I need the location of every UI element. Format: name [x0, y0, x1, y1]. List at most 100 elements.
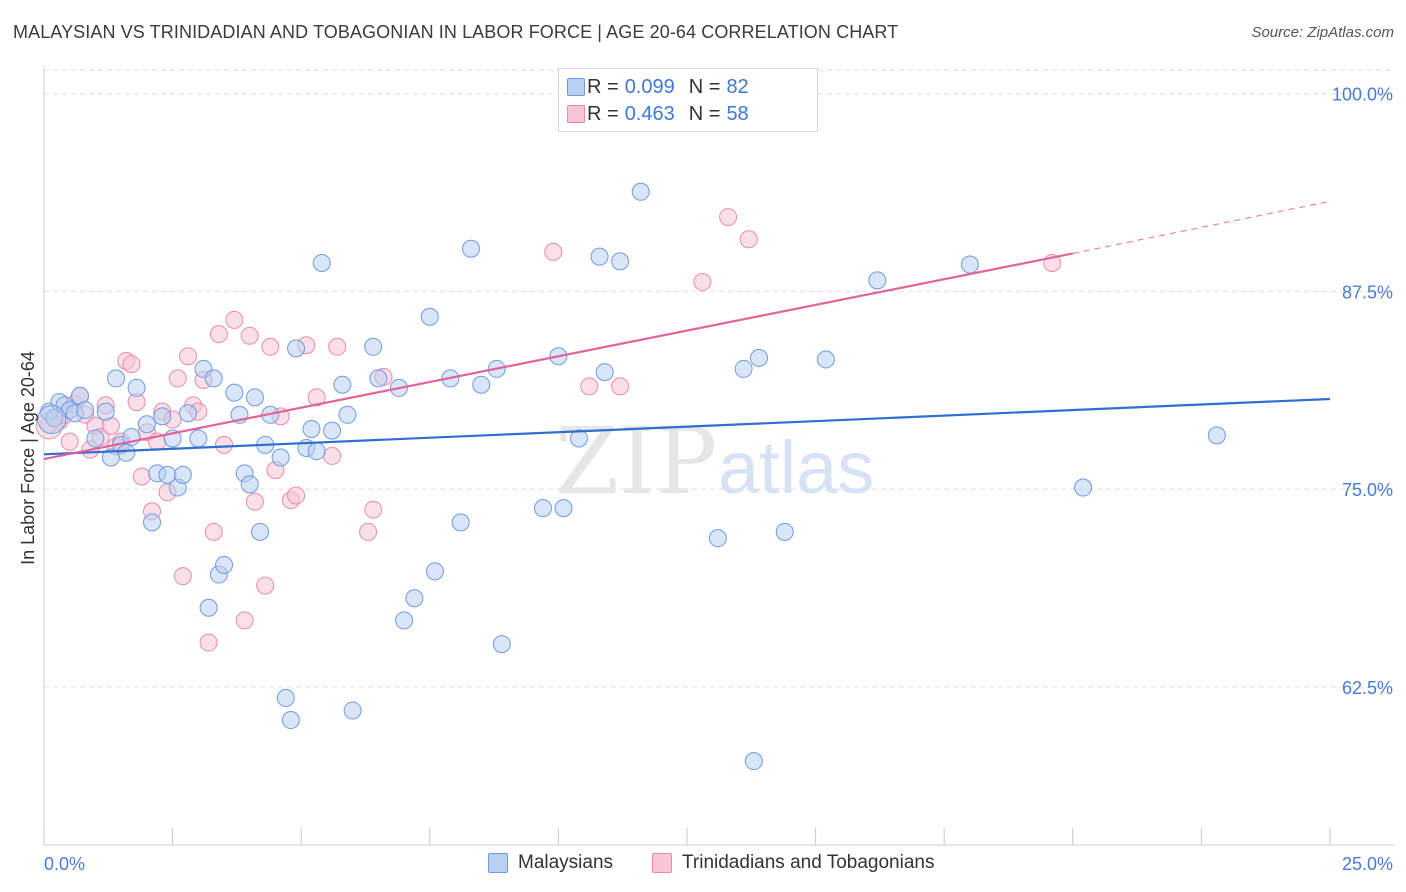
trend-line-trinidadians	[43, 252, 1074, 461]
data-point-trinidadians	[168, 369, 187, 388]
data-point-malaysians	[37, 405, 67, 435]
data-point-malaysians	[960, 255, 979, 274]
data-point-trinidadians	[261, 337, 280, 356]
data-point-trinidadians	[235, 611, 254, 630]
data-point-malaysians	[338, 405, 357, 424]
data-point-malaysians	[107, 369, 126, 388]
data-point-trinidadians	[693, 272, 712, 291]
data-point-malaysians	[611, 252, 630, 271]
data-point-trinidadians	[122, 355, 141, 374]
data-point-malaysians	[240, 475, 259, 494]
data-point-malaysians	[744, 752, 763, 771]
data-point-malaysians	[117, 443, 136, 462]
data-point-malaysians	[302, 420, 321, 439]
data-point-trinidadians	[60, 432, 79, 451]
legend-r-label: R =	[587, 102, 619, 125]
data-point-malaysians	[492, 635, 511, 654]
data-point-malaysians	[343, 701, 362, 720]
data-point-malaysians	[750, 348, 769, 367]
data-point-malaysians	[369, 369, 388, 388]
data-point-malaysians	[472, 375, 491, 394]
y-axis-title: In Labor Force | Age 20-64	[18, 351, 38, 565]
legend-n-label: N =	[688, 75, 721, 98]
data-point-trinidadians	[245, 492, 264, 511]
source-label: Source: ZipAtlas.com	[1251, 24, 1394, 41]
data-point-malaysians	[775, 522, 794, 541]
axes	[43, 66, 1394, 846]
series-malaysians-points	[37, 182, 1226, 771]
data-point-trinidadians	[209, 325, 228, 344]
data-point-malaysians	[215, 556, 234, 575]
data-point-trinidadians	[225, 310, 244, 329]
watermark-atlas: atlas	[718, 426, 874, 509]
trend-lines	[43, 200, 1331, 461]
data-point-malaysians	[189, 429, 208, 448]
data-point-malaysians	[276, 688, 295, 707]
legend-n-value: 82	[726, 75, 749, 98]
legend-label: Malaysians	[518, 852, 614, 873]
data-point-malaysians	[461, 239, 480, 258]
data-point-trinidadians	[173, 567, 192, 586]
legend-row-trinidadians: R = 0.463 N = 58	[567, 102, 763, 126]
data-point-trinidadians	[307, 388, 326, 407]
data-point-trinidadians	[328, 337, 347, 356]
data-point-malaysians	[333, 375, 352, 394]
y-tick-labels: 62.5% 75.0% 87.5% 100.0%	[1332, 85, 1393, 698]
data-point-malaysians	[868, 271, 887, 290]
data-point-malaysians	[425, 562, 444, 581]
data-point-trinidadians	[287, 486, 306, 505]
data-point-trinidadians	[580, 377, 599, 396]
data-point-malaysians	[1207, 426, 1226, 445]
data-point-malaysians	[281, 711, 300, 730]
data-point-malaysians	[590, 247, 609, 266]
data-point-malaysians	[569, 429, 588, 448]
data-point-malaysians	[204, 369, 223, 388]
data-point-malaysians	[323, 421, 342, 440]
y-tick-label: 100.0%	[1332, 85, 1393, 105]
x-tick-label: 25.0%	[1342, 854, 1393, 874]
data-point-trinidadians	[611, 377, 630, 396]
data-point-trinidadians	[240, 326, 259, 345]
data-point-malaysians	[143, 513, 162, 532]
data-point-trinidadians	[256, 576, 275, 595]
data-point-malaysians	[708, 529, 727, 548]
trend-line-trinidadians-extension	[1072, 200, 1331, 255]
data-point-malaysians	[816, 350, 835, 369]
x-tick-label: 0.0%	[44, 854, 85, 874]
data-point-malaysians	[127, 378, 146, 397]
legend-item-malaysians[interactable]: Malaysians	[488, 852, 613, 874]
data-point-malaysians	[734, 359, 753, 378]
legend-label: Trinidadians and Tobagonians	[682, 852, 935, 873]
grid-lines	[44, 69, 1394, 688]
data-point-trinidadians	[359, 522, 378, 541]
legend-r-value: 0.099	[624, 75, 675, 98]
y-tick-label: 62.5%	[1342, 678, 1393, 698]
data-point-malaysians	[554, 499, 573, 518]
data-point-trinidadians	[132, 467, 151, 486]
data-point-malaysians	[153, 407, 172, 426]
data-point-malaysians	[199, 598, 218, 617]
data-point-malaysians	[451, 513, 470, 532]
y-tick-label: 87.5%	[1342, 282, 1393, 302]
legend-item-trinidadians[interactable]: Trinidadians and Tobagonians	[652, 852, 934, 874]
data-point-malaysians	[595, 363, 614, 382]
data-point-malaysians	[96, 402, 115, 421]
legend-row-malaysians: R = 0.099 N = 82	[567, 75, 763, 99]
data-point-malaysians	[395, 611, 414, 630]
data-point-malaysians	[364, 337, 383, 356]
data-point-malaysians	[420, 307, 439, 326]
data-point-malaysians	[287, 339, 306, 358]
data-point-trinidadians	[544, 242, 563, 261]
data-point-trinidadians	[199, 633, 218, 652]
legend-r-label: R =	[587, 75, 619, 98]
data-point-malaysians	[271, 448, 290, 467]
data-point-trinidadians	[364, 500, 383, 519]
legend-swatch-blue	[488, 853, 508, 873]
series-legend: Malaysians Trinidadians and Tobagonians	[0, 852, 1406, 878]
data-point-malaysians	[307, 442, 326, 461]
data-point-malaysians	[1074, 478, 1093, 497]
legend-n-label: N =	[688, 102, 721, 125]
data-point-trinidadians	[215, 435, 234, 454]
data-point-trinidadians	[719, 208, 738, 227]
x-tick-labels: 0.0% 25.0%	[44, 854, 1393, 874]
